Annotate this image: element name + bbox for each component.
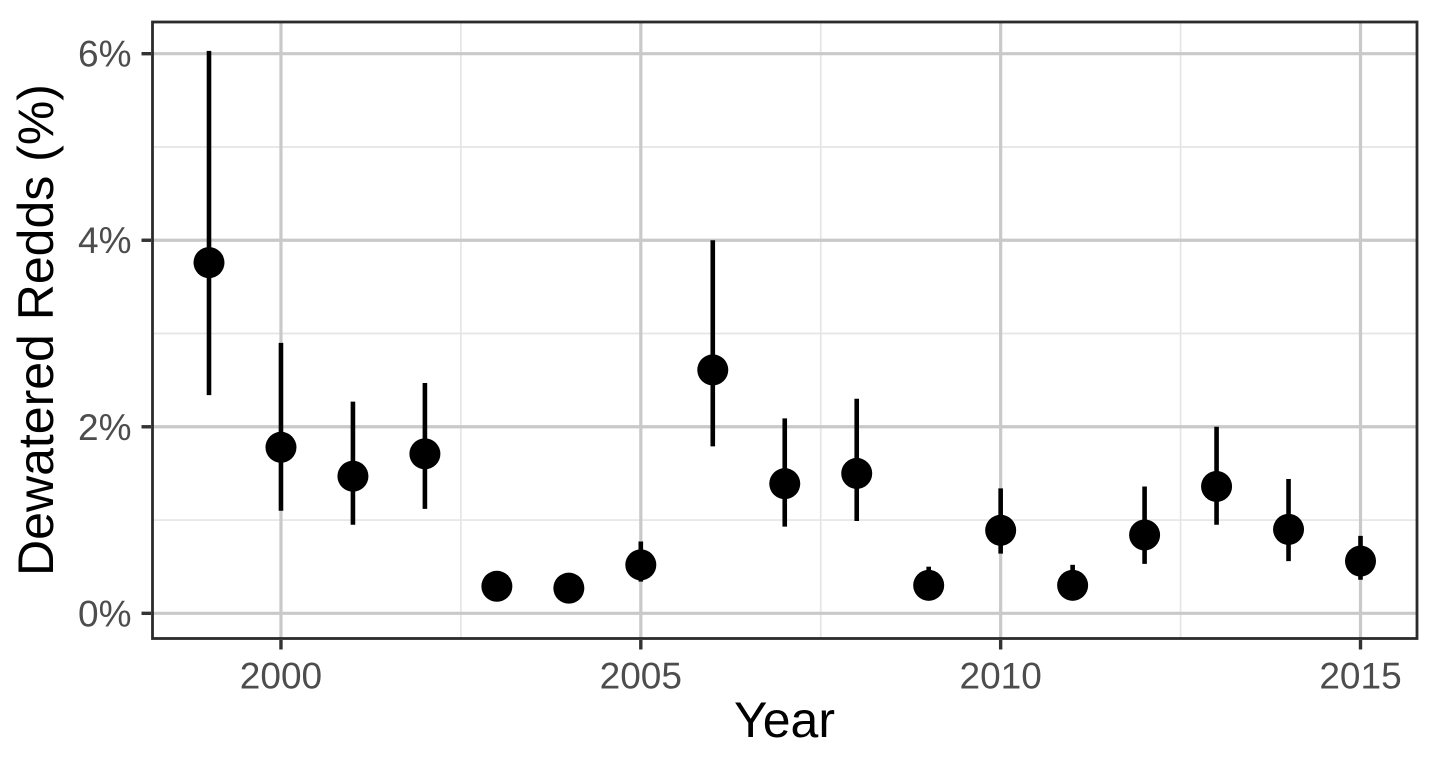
- x-axis-title: Year: [733, 692, 836, 748]
- data-point: [553, 572, 585, 604]
- data-point: [1273, 513, 1305, 545]
- data-point: [625, 549, 657, 581]
- x-tick-label: 2010: [960, 656, 1042, 697]
- data-point: [769, 468, 801, 500]
- data-point: [1201, 470, 1233, 502]
- y-tick-label: 0%: [78, 593, 131, 634]
- panel-border: [151, 20, 1419, 640]
- data-point: [1057, 569, 1089, 601]
- data-point: [409, 438, 441, 470]
- y-axis-title: Dewatered Redds (%): [8, 84, 64, 576]
- x-tick-label: 2015: [1319, 656, 1401, 697]
- data-point: [193, 247, 225, 279]
- y-tick-label: 2%: [78, 407, 131, 448]
- data-point: [481, 570, 513, 602]
- y-tick-label: 6%: [78, 34, 131, 75]
- data-point: [337, 460, 369, 492]
- x-tick-label: 2005: [600, 656, 682, 697]
- x-tick-label: 2000: [240, 656, 322, 697]
- data-point: [913, 569, 945, 601]
- data-point: [985, 514, 1017, 546]
- data-point: [697, 354, 729, 386]
- data-point: [1129, 519, 1161, 551]
- data-point: [1345, 545, 1377, 577]
- data-point: [841, 457, 873, 489]
- data-point: [265, 431, 297, 463]
- y-tick-label: 4%: [78, 220, 131, 261]
